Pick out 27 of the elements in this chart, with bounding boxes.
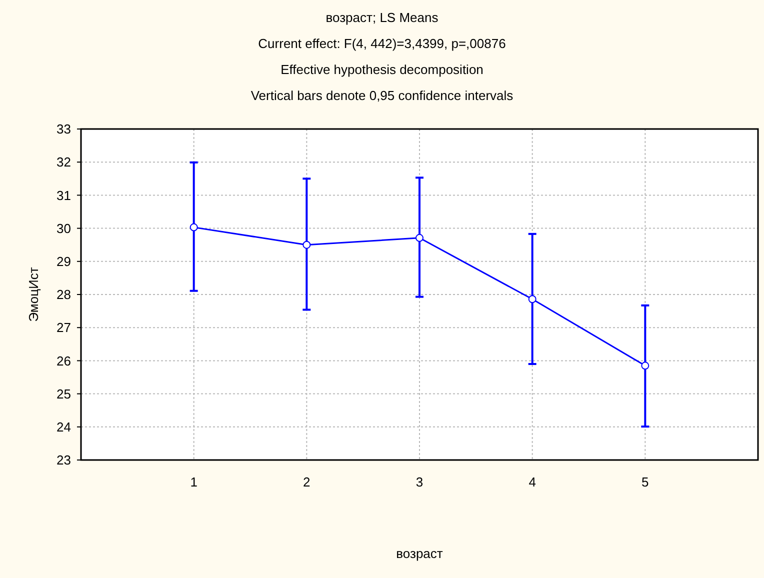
y-tick-label: 25: [56, 386, 71, 402]
point: [302, 240, 311, 249]
y-tick-label: 27: [56, 320, 71, 336]
x-tick-label: 4: [528, 474, 536, 490]
y-tick-label: 24: [56, 419, 71, 434]
y-tick-label: 26: [56, 353, 71, 368]
y-tick-label: 28: [56, 287, 71, 302]
point: [641, 362, 650, 370]
x-axis-title: возраст: [396, 546, 443, 561]
y-tick-label: 32: [56, 154, 71, 170]
point: [528, 295, 536, 304]
y-tick-label: 33: [56, 122, 71, 137]
y-tick-label: 29: [56, 254, 71, 269]
text: Vertical bars denote 0,95 confidence intervals: [250, 88, 514, 103]
x-tick-label: 2: [303, 474, 310, 490]
chart-subtitle: Current effect: F(4, 442)=3,4399, p=,00876: [258, 36, 506, 51]
y-axis-title: ЭмоцИст: [26, 267, 41, 322]
chart-title: возраст; LS Means: [326, 10, 439, 25]
x-tick-label: 5: [642, 474, 649, 490]
y-tick-label: 30: [56, 220, 71, 236]
x-tick-label: 3: [416, 474, 424, 490]
y-tick-label: 31: [56, 188, 71, 203]
point: [190, 223, 198, 232]
point: [416, 234, 424, 242]
y-tick-label: 23: [56, 452, 71, 468]
x-tick-label: 1: [190, 474, 198, 490]
text: Effective hypothesis decomposition: [280, 62, 484, 77]
